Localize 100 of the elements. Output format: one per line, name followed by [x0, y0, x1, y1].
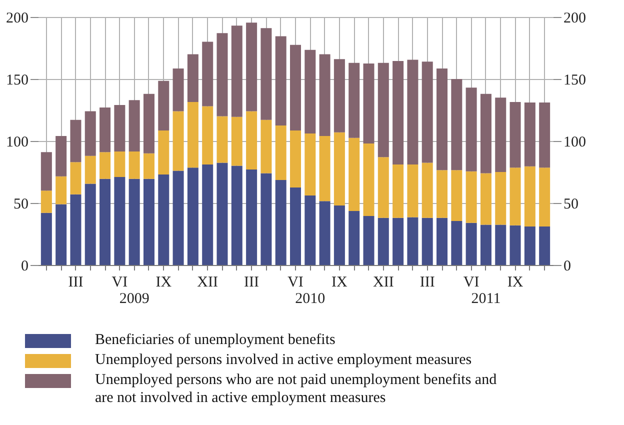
bar	[524, 166, 536, 227]
bar	[114, 152, 126, 177]
bar	[407, 164, 418, 218]
bar	[348, 138, 360, 212]
bar	[56, 204, 67, 265]
bar	[40, 212, 52, 265]
bar	[128, 100, 140, 152]
text: 2010	[295, 291, 326, 307]
x-tick-label: XII	[197, 274, 218, 290]
legend-label: Beneficiaries of unemployment benefits	[95, 332, 336, 348]
bar	[466, 88, 477, 172]
bar	[436, 170, 448, 218]
text: 2009	[119, 291, 150, 307]
bar	[216, 116, 228, 163]
bar	[114, 105, 126, 152]
x-tick-label: VI	[288, 274, 304, 290]
bar	[70, 120, 82, 162]
x-tick-label: III	[420, 274, 435, 290]
bar	[216, 33, 228, 116]
bar	[158, 174, 170, 265]
bar	[422, 218, 433, 265]
bar	[40, 152, 52, 191]
bar	[539, 168, 550, 227]
bar	[143, 153, 154, 179]
bar	[84, 111, 96, 156]
bar	[510, 225, 521, 265]
bar	[319, 136, 330, 202]
bar	[231, 116, 242, 166]
bar	[451, 79, 462, 170]
bar	[216, 162, 228, 265]
bar	[128, 178, 140, 265]
bar	[246, 111, 258, 170]
bar	[260, 120, 272, 174]
bar	[40, 190, 52, 213]
bar	[304, 50, 316, 134]
bar	[510, 102, 521, 168]
y2-tick-label: 50	[564, 196, 578, 212]
y-tick-label: 200	[6, 10, 28, 26]
x-tick-label: IX	[156, 274, 172, 290]
bar	[378, 218, 389, 265]
bar	[304, 196, 316, 265]
bar	[275, 180, 286, 265]
bar	[495, 172, 506, 225]
bar	[290, 188, 301, 265]
y2-tick-label: 150	[564, 72, 586, 88]
bar	[392, 164, 404, 218]
bar	[539, 226, 550, 265]
bar	[100, 152, 111, 179]
bar	[378, 62, 389, 158]
bar	[466, 222, 477, 265]
bar	[524, 226, 536, 265]
y-tick-label: 0	[21, 258, 28, 274]
bar	[231, 166, 242, 265]
bar	[348, 62, 360, 138]
bar	[114, 176, 126, 265]
bar	[290, 44, 301, 130]
bar	[202, 106, 214, 165]
bar	[290, 130, 301, 188]
bar	[84, 156, 96, 184]
y2-tick-label: 100	[564, 134, 586, 150]
bar	[128, 152, 140, 179]
bar	[158, 130, 170, 174]
y2-tick-label: 0	[564, 258, 571, 274]
x-tick-label: IX	[507, 274, 524, 290]
y-tick-label: 50	[14, 196, 28, 212]
bar	[422, 62, 433, 163]
bar	[187, 102, 198, 168]
bar	[407, 217, 418, 265]
x-tick-label: III	[68, 274, 84, 290]
x-tick-label: XII	[372, 274, 394, 290]
bar	[275, 126, 286, 180]
bar	[480, 224, 492, 265]
bar	[363, 143, 374, 216]
bar	[202, 164, 214, 265]
bar	[143, 94, 154, 154]
bar	[84, 184, 96, 265]
bar	[246, 170, 258, 265]
x-tick-label: VI	[112, 274, 128, 290]
legend-label: Unemployed persons who are not paid unemployment benefits and are not involved in active employment measures	[95, 372, 498, 406]
bar	[143, 178, 154, 265]
bar	[407, 60, 418, 165]
x-tick-label: IX	[332, 274, 348, 290]
bar	[246, 22, 258, 112]
bar	[436, 218, 448, 265]
bar	[56, 176, 67, 204]
bar	[539, 102, 550, 168]
bar	[334, 205, 345, 265]
legend-label: Unemployed persons involved in active employment measures	[95, 352, 472, 368]
bar	[260, 28, 272, 120]
bar	[436, 68, 448, 170]
bar	[100, 178, 111, 265]
bar	[451, 170, 462, 221]
bar	[480, 94, 492, 174]
bar	[495, 98, 506, 172]
y-tick-label: 150	[6, 72, 28, 88]
bar	[187, 54, 198, 102]
bar	[70, 162, 82, 194]
bar	[56, 136, 67, 176]
bar	[70, 194, 82, 265]
bar	[495, 224, 506, 265]
